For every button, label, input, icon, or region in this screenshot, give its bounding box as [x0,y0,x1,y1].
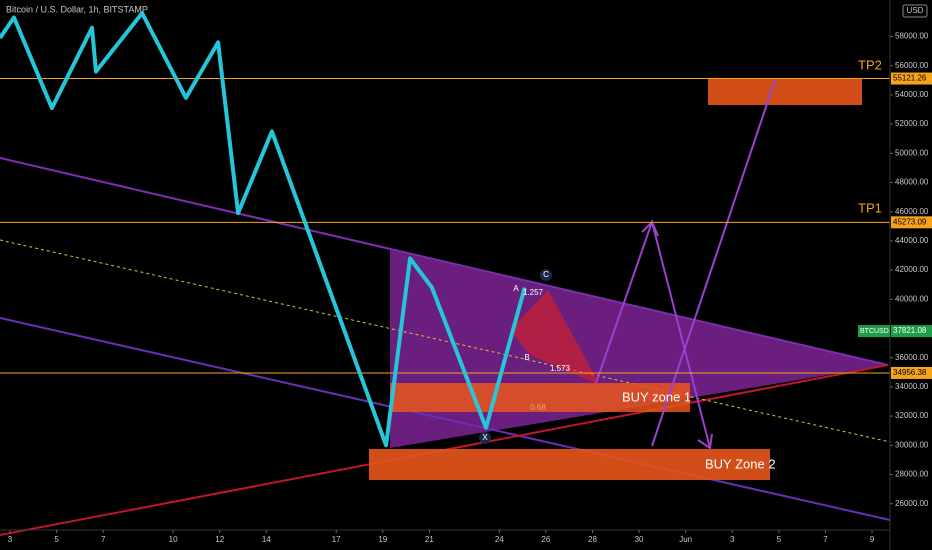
x-tick-label: 21 [425,535,434,544]
x-tick-label: 24 [495,535,504,544]
arrow-head [697,433,713,450]
x-tick-label: 10 [169,535,178,544]
currency-badge [902,4,928,18]
annotation: BUY Zone 2 [705,456,776,471]
ratio-label: 1.257 [523,288,544,297]
x-tick-label: 19 [378,535,387,544]
price-label-box [891,72,932,85]
x-tick-label: 9 [870,535,875,544]
price-line [0,11,527,448]
harmonic-pattern [510,290,600,385]
buy-zone [369,449,770,480]
x-tick-label: Jun [679,535,692,544]
x-tick-label: 3 [730,535,735,544]
last-price-box [891,325,932,338]
chart-title: Bitcoin / U.S. Dollar, 1h, BITSTAMP [6,4,148,14]
target-zone [708,78,862,105]
x-tick-label: 17 [332,535,341,544]
price-label: 34956.38 [893,368,927,377]
currency: USD [907,6,924,15]
y-tick-label: 26000.00 [895,499,929,508]
y-tick-label: 40000.00 [895,294,929,303]
point-label: B [524,353,529,362]
point-label: A [513,284,519,293]
symbol-box [858,325,890,338]
drawings [0,78,891,536]
y-tick-label: 48000.00 [895,178,929,187]
price-label-box [891,366,932,379]
x-tick-label: 26 [541,535,550,544]
annotation: TP2 [858,57,882,72]
point-label: X [482,433,488,442]
annotation: TP1 [858,200,882,215]
y-tick-label: 52000.00 [895,119,929,128]
ratio-label: 0.68 [530,403,546,412]
y-tick-label: 54000.00 [895,90,929,99]
price-label: 55121.26 [893,74,927,83]
annotation: BUY zone 1 [622,389,691,404]
plot [0,11,890,448]
x-tick-label: 7 [823,535,828,544]
ratio-label: 1.573 [550,364,571,373]
point-marker [479,432,491,444]
point-marker [540,269,552,281]
x-tick-label: 30 [635,535,644,544]
y-tick-label: 50000.00 [895,148,929,157]
y-tick-label: 58000.00 [895,32,929,41]
x-tick-label: 7 [101,535,106,544]
x-tick-label: 12 [215,535,224,544]
trend-line [0,317,891,521]
point-label: C [543,270,549,279]
price-label: 45273.09 [893,217,927,226]
y-tick-label: 44000.00 [895,236,929,245]
y-tick-label: 34000.00 [895,382,929,391]
x-tick-label: 28 [588,535,597,544]
symbol-label: BTCUSD [860,328,889,335]
y-tick-label: 42000.00 [895,265,929,274]
y-tick-label: 56000.00 [895,61,929,70]
y-tick-label: 32000.00 [895,411,929,420]
last-price-label: 37821.08 [893,326,927,335]
x-tick-label: 5 [54,535,59,544]
projection-arrow [651,79,776,447]
x-tick-label: 5 [777,535,782,544]
y-tick-label: 30000.00 [895,440,929,449]
y-tick-label: 46000.00 [895,207,929,216]
x-tick-label: 3 [8,535,13,544]
price-label-box [891,216,932,229]
x-tick-label: 14 [262,535,271,544]
y-tick-label: 28000.00 [895,470,929,479]
buy-zone [390,383,690,412]
trend-line [0,157,889,366]
y-tick-label: 36000.00 [895,353,929,362]
trend-line [0,239,891,443]
